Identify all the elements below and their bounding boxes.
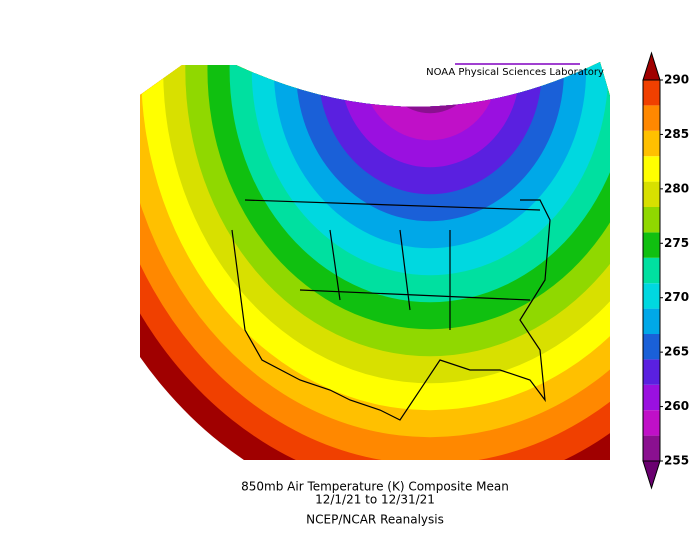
colorbar-extension (642, 51, 661, 81)
dates: 12/1/21 to 12/31/21 (315, 493, 435, 507)
colorbar-tick-label: 265 (664, 345, 689, 359)
colorbar-band (643, 181, 660, 207)
colorbar-band (643, 130, 660, 157)
colorbar-tick-label: 275 (664, 236, 689, 250)
colorbar-tick-label: 280 (664, 181, 689, 195)
boundaries (231, 199, 551, 421)
colorbar-band (643, 105, 660, 131)
colorbar-tick-label: 270 (664, 290, 689, 304)
colorbar-band (643, 384, 660, 411)
source: NCEP/NCAR Reanalysis (306, 513, 444, 527)
colorbar-band (643, 359, 660, 385)
colorbar-band (643, 308, 660, 334)
colorbar-tick-label: 285 (664, 127, 689, 141)
credit: NOAA Physical Sciences Laboratory (426, 67, 604, 78)
colorbar-band (643, 232, 660, 258)
temperature-map (140, 62, 610, 460)
colorbar-band (643, 435, 660, 461)
colorbar-band (643, 410, 660, 436)
colorbar-band (643, 257, 660, 284)
colorbar-band (643, 80, 660, 106)
colorbar-band (643, 207, 660, 233)
colorbar-tick-label: 290 (664, 73, 689, 87)
colorbar: 255 260 265 270 275 280 285 290 (642, 51, 689, 490)
title: 850mb Air Temperature (K) Composite Mean (241, 480, 509, 494)
colorbar-tick-label: 255 (664, 454, 689, 468)
colorbar-outline (642, 79, 661, 462)
colorbar-extension (642, 460, 661, 490)
colorbar-band (643, 334, 660, 360)
colorbar-band (643, 283, 660, 309)
colorbar-band (643, 156, 660, 182)
colorbar-tick-label: 260 (664, 399, 689, 413)
